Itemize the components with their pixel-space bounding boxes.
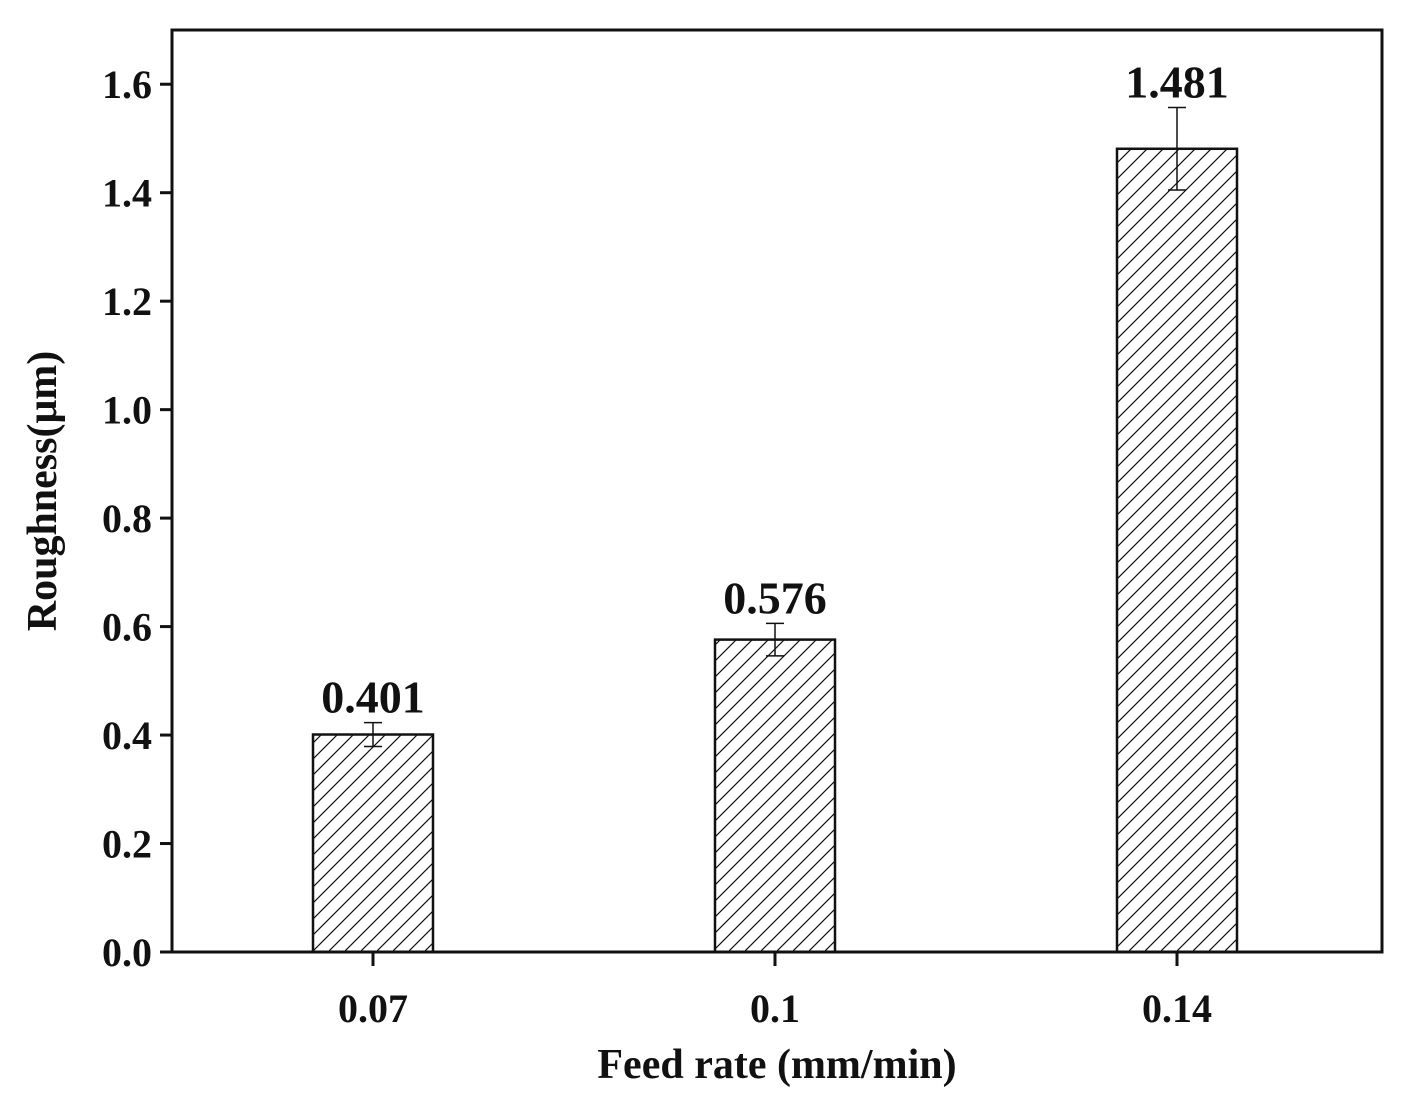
plot-frame [170, 28, 1384, 954]
x-axis-title: Feed rate (mm/min) [597, 1042, 956, 1088]
axis-layer: 0.0 0.2 0.4 0.6 0.8 1.0 1.2 1.4 1.6 0.07 0.1 0.14 [102, 62, 1212, 1031]
y-tick-label-1.2: 1.2 [102, 279, 152, 324]
y-tick-label-0.2: 0.2 [102, 822, 152, 867]
data-label-0.14: 1.481 [1125, 57, 1229, 108]
y-axis-title: Roughness(μm) [20, 351, 66, 632]
y-tick-label-0.8: 0.8 [102, 496, 152, 541]
y-tick-label-0.4: 0.4 [102, 713, 152, 758]
x-tick-label-0.1: 0.1 [750, 986, 800, 1031]
y-tick-label-0.6: 0.6 [102, 605, 152, 650]
x-tick-label-0.14: 0.14 [1142, 986, 1212, 1031]
bar-0.07 [311, 733, 435, 954]
y-tick-label-1.0: 1.0 [102, 388, 152, 433]
data-label-0.1: 0.576 [723, 572, 827, 623]
bar-0.14 [1115, 147, 1239, 954]
data-label-0.07: 0.401 [321, 672, 425, 723]
bars-layer: 0.401 0.576 1.481 [311, 57, 1239, 954]
y-tick-label-0.0: 0.0 [102, 930, 152, 975]
y-tick-label-1.6: 1.6 [102, 62, 152, 107]
y-tick-label-1.4: 1.4 [102, 171, 152, 216]
bar-0.1 [713, 638, 837, 954]
x-tick-label-0.07: 0.07 [338, 986, 408, 1031]
